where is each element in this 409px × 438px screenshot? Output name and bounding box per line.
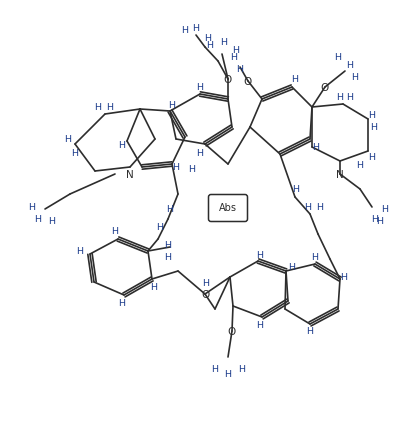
Text: H: H: [306, 327, 314, 336]
Text: H: H: [256, 250, 263, 259]
Text: H: H: [232, 46, 240, 54]
Text: H: H: [207, 40, 213, 49]
Text: H: H: [189, 165, 196, 174]
Text: H: H: [220, 37, 227, 46]
Text: H: H: [196, 83, 204, 92]
Text: H: H: [34, 215, 41, 224]
Text: H: H: [369, 153, 375, 162]
Text: H: H: [119, 299, 126, 308]
Text: H: H: [173, 163, 180, 172]
Text: H: H: [76, 247, 83, 256]
Text: O: O: [321, 83, 329, 93]
Text: H: H: [335, 53, 342, 62]
Text: H: H: [304, 202, 312, 211]
Text: Abs: Abs: [219, 202, 237, 212]
Text: H: H: [204, 33, 211, 42]
Text: H: H: [288, 263, 295, 272]
Text: H: H: [231, 53, 238, 62]
Text: N: N: [126, 170, 134, 180]
Text: H: H: [341, 272, 348, 281]
FancyBboxPatch shape: [209, 195, 247, 222]
Text: H: H: [72, 148, 79, 157]
Text: H: H: [238, 365, 245, 374]
Text: H: H: [164, 253, 171, 262]
Text: H: H: [337, 93, 344, 102]
Text: H: H: [94, 103, 101, 112]
Text: H: H: [292, 75, 299, 84]
Text: O: O: [244, 77, 252, 87]
Text: H: H: [346, 93, 353, 102]
Text: H: H: [182, 25, 189, 35]
Text: H: H: [371, 123, 378, 132]
Text: H: H: [377, 217, 384, 226]
Text: H: H: [225, 370, 231, 378]
Text: H: H: [351, 73, 359, 82]
Text: H: H: [166, 205, 173, 214]
Text: H: H: [346, 60, 353, 69]
Text: H: H: [256, 321, 263, 330]
Text: H: H: [112, 227, 119, 236]
Text: H: H: [196, 148, 204, 157]
Text: H: H: [357, 160, 364, 169]
Text: H: H: [49, 217, 56, 226]
Text: H: H: [29, 202, 36, 211]
Text: H: H: [65, 135, 72, 144]
Text: H: H: [371, 215, 378, 224]
Text: H: H: [151, 283, 157, 292]
Text: H: H: [164, 241, 171, 250]
Text: O: O: [201, 290, 209, 299]
Text: H: H: [317, 202, 324, 211]
Text: H: H: [236, 65, 243, 74]
Text: O: O: [228, 326, 236, 336]
Text: H: H: [193, 24, 200, 32]
Text: H: H: [106, 103, 114, 112]
Text: O: O: [224, 75, 232, 85]
Text: H: H: [202, 278, 209, 287]
Text: N: N: [336, 170, 344, 180]
Text: H: H: [119, 141, 126, 150]
Text: H: H: [312, 143, 319, 152]
Text: H: H: [157, 223, 164, 232]
Text: H: H: [382, 205, 389, 214]
Text: H: H: [292, 185, 299, 194]
Text: H: H: [169, 100, 175, 109]
Text: H: H: [369, 110, 375, 119]
Text: H: H: [312, 252, 319, 261]
Text: H: H: [211, 365, 218, 374]
